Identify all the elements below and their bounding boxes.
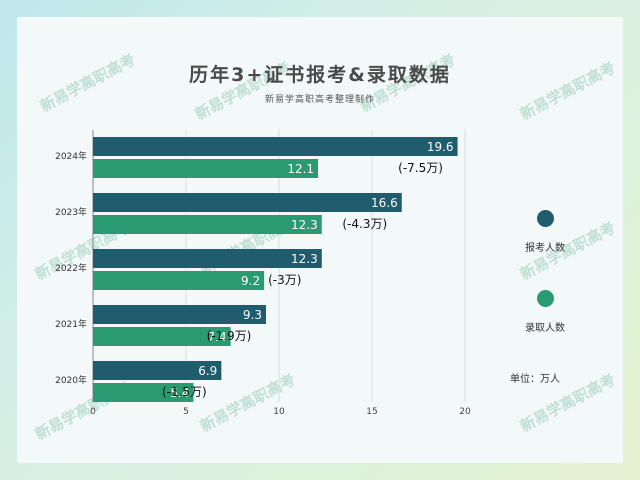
x-tick-label-3: 15	[366, 407, 377, 417]
x-tick-label-4: 20	[459, 407, 471, 417]
legend-label-applicants: 报考人数	[525, 243, 565, 254]
legend-dot-admitted	[536, 290, 554, 307]
data-label-applicants-1: 16.6	[371, 196, 398, 210]
bar-admitted-3	[93, 327, 231, 346]
data-label-applicants-3: 9.3	[243, 308, 262, 322]
y-tick-label-0: 2024年	[55, 150, 87, 162]
data-label-applicants-4: 6.9	[198, 364, 217, 378]
annotation-3: (-1.9万)	[207, 329, 252, 343]
bar-applicants-0	[93, 137, 458, 156]
legend-item-applicants: 报考人数	[500, 210, 590, 254]
unit-label: 单位：万人	[510, 374, 560, 385]
x-tick-label-0: 0	[90, 407, 96, 417]
chart-title: 历年3+证书报考&录取数据	[189, 64, 451, 86]
x-tick-label-1: 5	[183, 407, 189, 417]
bar-applicants-3	[93, 305, 266, 324]
x-tick-label-2: 10	[273, 407, 285, 417]
annotation-1: (-4.3万)	[342, 217, 387, 231]
annotation-2: (-3万)	[268, 273, 301, 287]
data-label-admitted-2: 9.2	[241, 274, 260, 288]
data-label-admitted-0: 12.1	[287, 162, 314, 176]
bar-applicants-4	[93, 361, 222, 380]
legend-dot-applicants	[536, 210, 554, 227]
data-label-applicants-0: 19.6	[427, 140, 454, 154]
data-label-applicants-2: 12.3	[291, 252, 318, 266]
annotation-4: (-1.5万)	[162, 385, 207, 399]
y-tick-label-4: 2020年	[55, 374, 87, 386]
bar-applicants-2	[93, 249, 322, 268]
y-tick-label-1: 2023年	[55, 206, 87, 218]
chart-subtitle: 新易学高职高考整理制作	[264, 95, 375, 105]
bar-admitted-4	[93, 383, 194, 402]
bar-applicants-1	[93, 193, 402, 212]
annotation-0: (-7.5万)	[398, 161, 443, 175]
legend-label-admitted: 录取人数	[525, 323, 565, 334]
y-tick-label-2: 2022年	[55, 262, 87, 274]
data-label-admitted-4: 5.4	[170, 386, 189, 400]
bar-admitted-1	[93, 215, 322, 234]
data-label-admitted-3: 7.4	[208, 330, 227, 344]
bar-admitted-2	[93, 271, 265, 290]
data-label-admitted-1: 12.3	[291, 218, 318, 232]
legend-item-admitted: 录取人数	[500, 290, 590, 334]
bar-admitted-0	[93, 159, 319, 178]
y-tick-label-3: 2021年	[55, 318, 87, 330]
